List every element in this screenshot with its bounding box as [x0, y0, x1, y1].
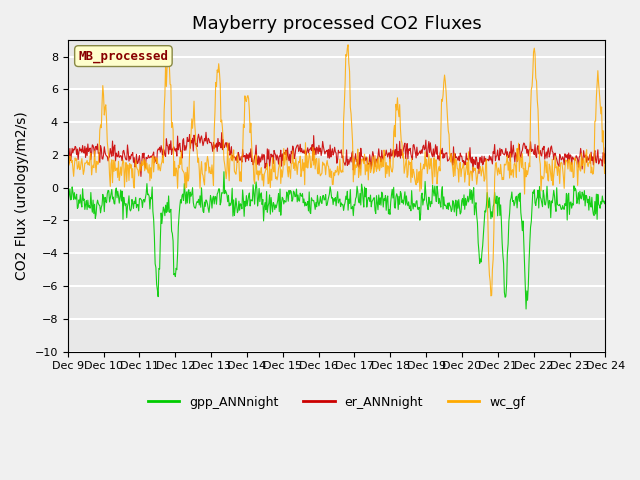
- Legend: gpp_ANNnight, er_ANNnight, wc_gf: gpp_ANNnight, er_ANNnight, wc_gf: [143, 391, 531, 414]
- Text: MB_processed: MB_processed: [79, 49, 168, 63]
- Y-axis label: CO2 Flux (urology/m2/s): CO2 Flux (urology/m2/s): [15, 111, 29, 280]
- Title: Mayberry processed CO2 Fluxes: Mayberry processed CO2 Fluxes: [191, 15, 481, 33]
